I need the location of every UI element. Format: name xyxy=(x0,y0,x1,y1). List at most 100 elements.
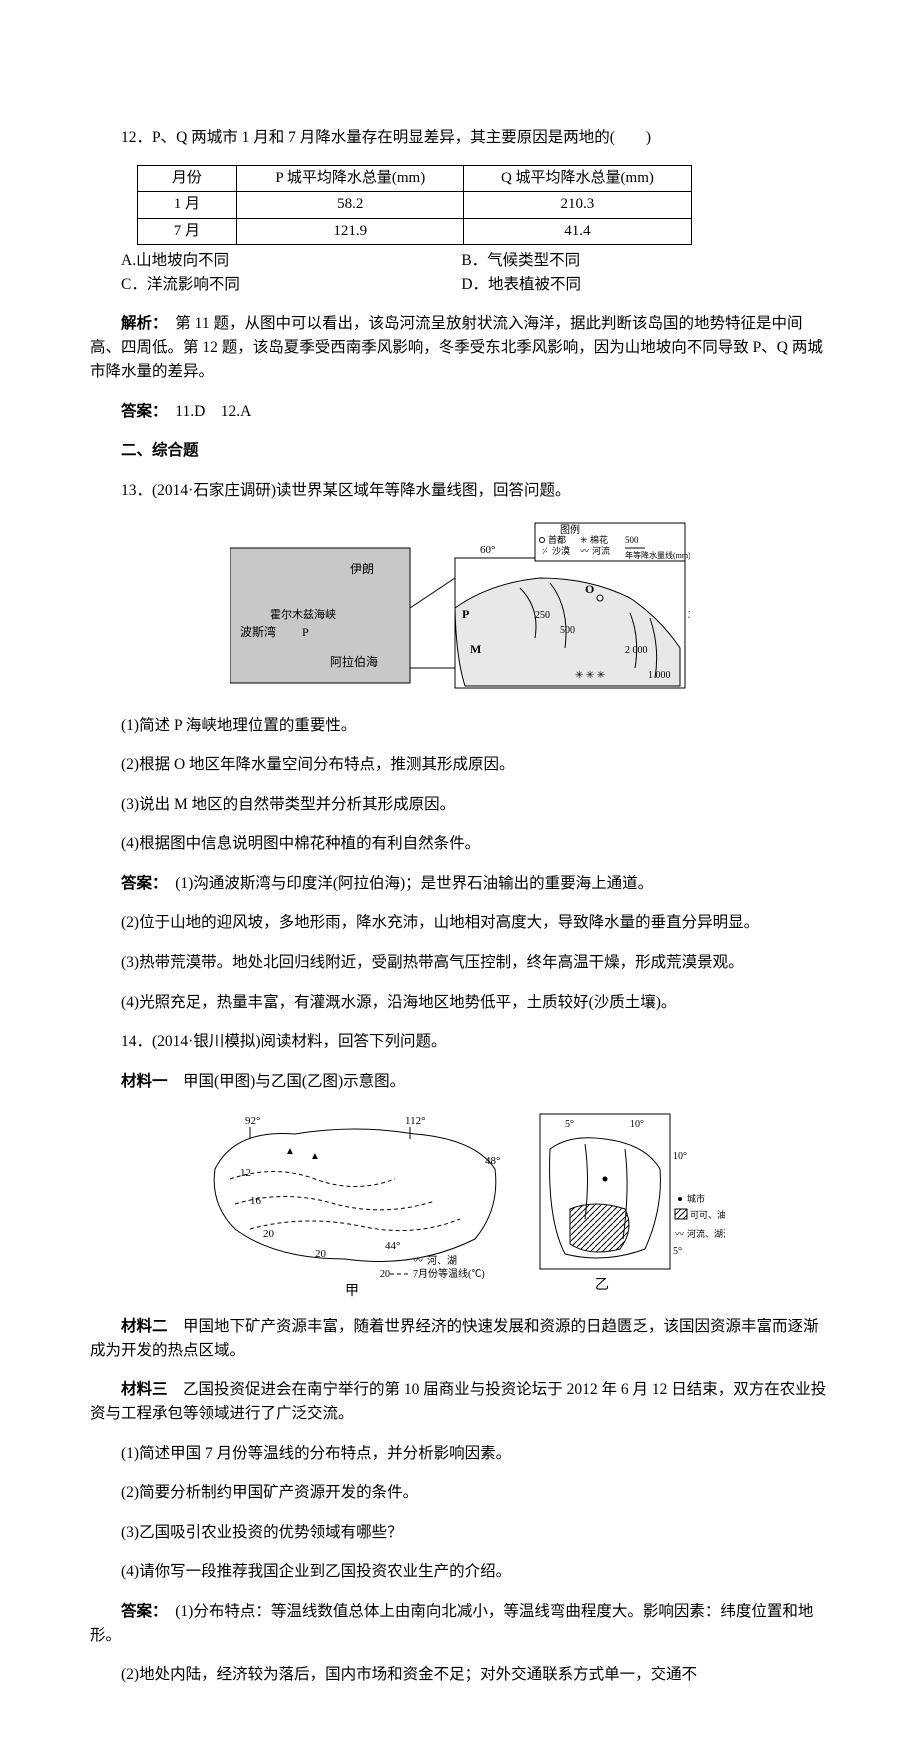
q14-right-svg: 5° 10° 10° 5° 城市 可可、油椰等 〰 河流、湖泊 xyxy=(535,1109,725,1299)
leg-iso: 年等降水量线(mm) xyxy=(625,550,690,560)
svg-text:〰: 〰 xyxy=(580,546,589,556)
answer-text: (1)沟通波斯湾与印度洋(阿拉伯海)；是世界石油输出的重要海上通道。 xyxy=(160,875,653,892)
leg-sample: 500 xyxy=(625,535,639,545)
mat2-text: 甲国地下矿产资源丰富，随着世界经济的快速发展和资源的日趋匮乏，该国因资源丰富而逐… xyxy=(90,1318,819,1359)
label-hormuz: 霍尔木兹海峡 xyxy=(270,607,336,621)
q14-sub3: (3)乙国吸引农业投资的优势领域有哪些？ xyxy=(90,1521,830,1545)
answer-text: (1)分布特点：等温线数值总体上由南向北减小，等温线弯曲程度大。影响因素：纬度位… xyxy=(90,1603,813,1644)
q13-answer4: (4)光照充足，热量丰富，有灌溉水源，沿海地区地势低平，土质较好(沙质土壤)。 xyxy=(90,991,830,1015)
q12-answer: 答案： 11.D 12.A xyxy=(90,400,830,424)
leg-cotton: 棉花 xyxy=(590,534,608,545)
q12-cell: 1 月 xyxy=(137,192,237,218)
q14-figure: 92° 112° 44° 48° 12 16 20 20 ▲ ▲ 〰 河、湖 2… xyxy=(90,1109,830,1299)
q12-stem: 12．P、Q 两城市 1 月和 7 月降水量存在明显差异，其主要原因是两地的( … xyxy=(90,126,830,150)
svg-text:⸓: ⸓ xyxy=(542,546,548,556)
mat3-label: 材料三 xyxy=(121,1381,168,1398)
analysis-text: 第 11 题，从图中可以看出，该岛河流呈放射状流入海洋，据此判断该岛国的地势特征… xyxy=(90,315,823,380)
answer-label: 答案： xyxy=(121,403,160,420)
q14-answer2: (2)地处内陆，经济较为落后，国内市场和资金不足；对外交通联系方式单一，交通不 xyxy=(90,1663,830,1687)
svg-text:✳: ✳ xyxy=(580,535,588,545)
q12-cell: 7 月 xyxy=(137,218,237,244)
q14-sub1: (1)简述甲国 7 月份等温线的分布特点，并分析影响因素。 xyxy=(90,1442,830,1466)
right-leg-city: 城市 xyxy=(687,1193,705,1204)
svg-text:20: 20 xyxy=(380,1269,390,1280)
label-p1: P xyxy=(302,625,309,639)
iso-12: 12 xyxy=(240,1167,251,1179)
q14-answer1: 答案： (1)分布特点：等温线数值总体上由南向北减小，等温线弯曲程度大。影响因素… xyxy=(90,1600,830,1648)
svg-text:〰: 〰 xyxy=(675,1229,684,1239)
mat2-label: 材料二 xyxy=(121,1318,168,1335)
q12-th-p: P 城平均降水总量(mm) xyxy=(237,166,464,192)
iso-1000: 1 000 xyxy=(648,670,671,681)
q13-answer3: (3)热带荒漠带。地处北回归线附近，受副热带高气压控制，终年高温干燥，形成荒漠景… xyxy=(90,951,830,975)
label-iran: 伊朗 xyxy=(350,562,374,576)
label-persian: 波斯湾 xyxy=(240,624,276,639)
right-caption: 乙 xyxy=(595,1277,609,1293)
q12-option-d: D．地表植被不同 xyxy=(461,273,801,297)
q13-answer2: (2)位于山地的迎风坡，多地形雨，降水充沛，山地相对高度大，导致降水量的垂直分异… xyxy=(90,911,830,935)
mat1-label: 材料一 xyxy=(121,1073,168,1090)
table-row: 1 月 58.2 210.3 xyxy=(137,192,691,218)
q12-table: 月份 P 城平均降水总量(mm) Q 城平均降水总量(mm) 1 月 58.2 … xyxy=(137,165,692,245)
left-lat-44: 44° xyxy=(385,1240,400,1252)
iso-500: 500 xyxy=(560,625,575,636)
q14-left-svg: 92° 112° 44° 48° 12 16 20 20 ▲ ▲ 〰 河、湖 2… xyxy=(195,1109,515,1299)
q13-sub2: (2)根据 O 地区年降水量空间分布特点，推测其形成原因。 xyxy=(90,753,830,777)
iso-2000: 2 000 xyxy=(625,645,648,656)
page: 12．P、Q 两城市 1 月和 7 月降水量存在明显差异，其主要原因是两地的( … xyxy=(0,0,920,1743)
q12-option-b: B．气候类型不同 xyxy=(461,249,801,273)
q13-sub3: (3)说出 M 地区的自然带类型并分析其形成原因。 xyxy=(90,793,830,817)
q14-mat3: 材料三 乙国投资促进会在南宁举行的第 10 届商业与投资论坛于 2012 年 6… xyxy=(90,1378,830,1426)
left-lon-112: 112° xyxy=(405,1115,426,1127)
section-2-heading: 二、综合题 xyxy=(90,439,830,463)
answer-label: 答案： xyxy=(121,1603,160,1620)
left-leg-river: 河、湖 xyxy=(427,1255,457,1267)
marker-p: P xyxy=(462,607,469,621)
q12-options: A.山地坡向不同 B．气候类型不同 C．洋流影响不同 D．地表植被不同 xyxy=(90,249,830,297)
analysis-label: 解析： xyxy=(121,315,160,332)
left-lat-48: 48° xyxy=(485,1155,500,1167)
iso-16: 16 xyxy=(250,1195,262,1207)
left-lon-92: 92° xyxy=(245,1115,260,1127)
left-leg-iso: 7月份等温线(℃) xyxy=(413,1267,485,1280)
marker-m: M xyxy=(470,642,481,656)
right-leg-river: 河流、湖泊 xyxy=(687,1228,725,1239)
mat1-text: 甲国(甲图)与乙国(乙图)示意图。 xyxy=(168,1073,406,1090)
q14-sub4: (4)请你写一段推荐我国企业到乙国投资农业生产的介绍。 xyxy=(90,1560,830,1584)
q12-cell: 121.9 xyxy=(237,218,464,244)
q13-map-svg: 伊朗 霍尔木兹海峡 波斯湾 阿拉伯海 P 60° 70° 80° 30° 图例 … xyxy=(230,518,690,698)
q12-th-month: 月份 xyxy=(137,166,237,192)
leg-river: 河流 xyxy=(592,545,610,556)
q12-cell: 41.4 xyxy=(464,218,691,244)
q12-cell: 58.2 xyxy=(237,192,464,218)
q14-mat1: 材料一 甲国(甲图)与乙国(乙图)示意图。 xyxy=(90,1070,830,1094)
q13-figure: 伊朗 霍尔木兹海峡 波斯湾 阿拉伯海 P 60° 70° 80° 30° 图例 … xyxy=(90,518,830,698)
iso-250: 250 xyxy=(535,610,550,621)
q12-option-c: C．洋流影响不同 xyxy=(121,273,461,297)
right-lon-5: 5° xyxy=(565,1119,574,1130)
marker-o: O xyxy=(585,582,594,596)
q13-stem: 13．(2014·石家庄调研)读世界某区域年等降水量线图，回答问题。 xyxy=(90,479,830,503)
svg-text:✳ ✳ ✳: ✳ ✳ ✳ xyxy=(575,670,605,681)
left-caption: 甲 xyxy=(345,1284,359,1299)
leg-capital: 首都 xyxy=(548,534,566,545)
iso-20b: 20 xyxy=(315,1248,327,1260)
q12-th-q: Q 城平均降水总量(mm) xyxy=(464,166,691,192)
q12-option-a: A.山地坡向不同 xyxy=(121,249,461,273)
q14-mat2: 材料二 甲国地下矿产资源丰富，随着世界经济的快速发展和资源的日趋匮乏，该国因资源… xyxy=(90,1315,830,1363)
q13-answer1: 答案： (1)沟通波斯湾与印度洋(阿拉伯海)；是世界石油输出的重要海上通道。 xyxy=(90,872,830,896)
iso-20a: 20 xyxy=(263,1228,275,1240)
table-row: 月份 P 城平均降水总量(mm) Q 城平均降水总量(mm) xyxy=(137,166,691,192)
q14-sub2: (2)简要分析制约甲国矿产资源开发的条件。 xyxy=(90,1481,830,1505)
right-leg-cocoa: 可可、油椰等 xyxy=(690,1209,725,1220)
leg-desert: 沙漠 xyxy=(552,546,570,556)
q13-sub1: (1)简述 P 海峡地理位置的重要性。 xyxy=(90,714,830,738)
lat-30: 30° xyxy=(688,609,690,621)
q12-analysis: 解析： 第 11 题，从图中可以看出，该岛河流呈放射状流入海洋，据此判断该岛国的… xyxy=(90,312,830,384)
mat3-text: 乙国投资促进会在南宁举行的第 10 届商业与投资论坛于 2012 年 6 月 1… xyxy=(90,1381,826,1422)
answer-text: 11.D 12.A xyxy=(160,403,252,420)
svg-text:▲: ▲ xyxy=(285,1146,295,1157)
svg-text:〰: 〰 xyxy=(413,1256,423,1267)
lon-60: 60° xyxy=(480,544,495,556)
right-lat-5: 5° xyxy=(673,1246,682,1257)
